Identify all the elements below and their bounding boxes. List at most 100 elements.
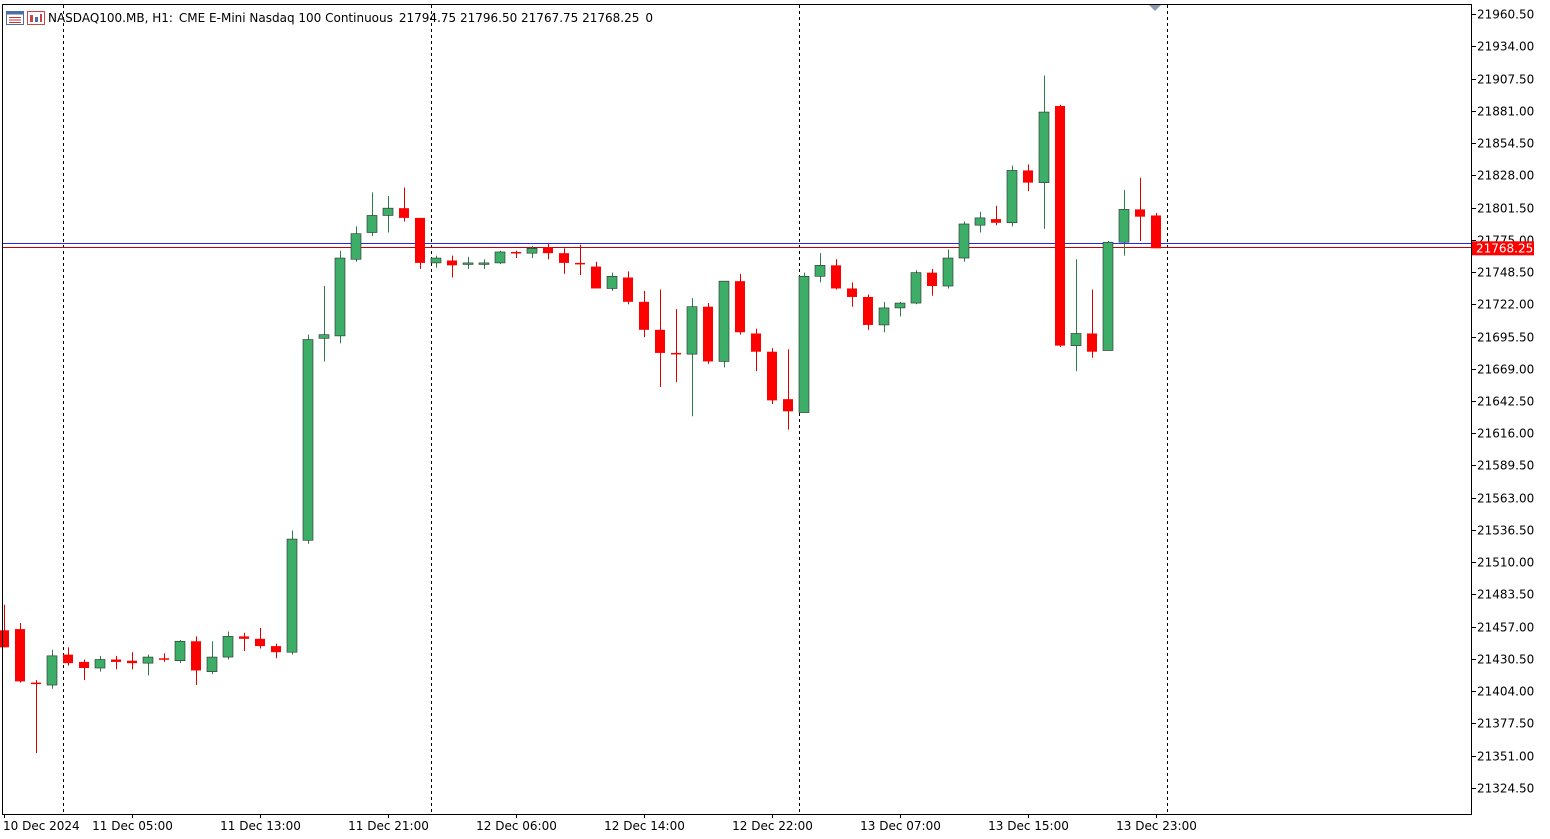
y-tick-label: 21457.00 bbox=[1477, 621, 1534, 635]
y-tick-label: 21430.50 bbox=[1477, 653, 1534, 667]
candle-body bbox=[46, 655, 58, 686]
candle-body bbox=[751, 333, 761, 352]
x-tick-label: 13 Dec 15:00 bbox=[988, 819, 1069, 833]
candle bbox=[206, 641, 218, 675]
candle-body bbox=[159, 658, 169, 660]
candle-body bbox=[239, 636, 249, 639]
candle-body bbox=[1023, 170, 1033, 183]
candle bbox=[910, 270, 922, 305]
candle-body bbox=[575, 262, 585, 265]
candle bbox=[239, 632, 249, 651]
candle bbox=[735, 273, 745, 335]
y-tick-label: 21907.50 bbox=[1477, 73, 1534, 87]
candle bbox=[718, 280, 730, 368]
candle bbox=[543, 243, 553, 260]
candle-body bbox=[798, 275, 810, 413]
x-tick-label: 12 Dec 06:00 bbox=[476, 819, 557, 833]
candle bbox=[415, 217, 425, 269]
candle-body bbox=[399, 208, 409, 218]
candle-body bbox=[271, 646, 281, 653]
candle bbox=[302, 334, 314, 544]
candle-body bbox=[526, 248, 538, 254]
candle bbox=[767, 348, 777, 405]
candle bbox=[974, 211, 986, 233]
candle bbox=[31, 680, 41, 754]
candle bbox=[783, 349, 793, 430]
candle bbox=[1087, 289, 1097, 358]
candle bbox=[222, 631, 234, 660]
candle bbox=[46, 649, 58, 689]
chart-window-icon[interactable] bbox=[27, 11, 45, 25]
candle-body bbox=[1151, 215, 1161, 249]
candle bbox=[15, 623, 25, 683]
indicator-list-icon[interactable] bbox=[6, 11, 24, 25]
candle bbox=[399, 187, 409, 222]
candle-body bbox=[31, 682, 41, 685]
current-price-label: 21768.25 bbox=[1476, 241, 1533, 255]
x-tick-label: 12 Dec 14:00 bbox=[604, 819, 685, 833]
candle-body bbox=[174, 640, 186, 662]
candle-body bbox=[623, 277, 633, 302]
candle-body bbox=[0, 630, 9, 648]
candle bbox=[447, 255, 457, 278]
candle-body bbox=[430, 257, 442, 264]
candle bbox=[703, 303, 713, 364]
candle-body bbox=[591, 266, 601, 289]
candle-body bbox=[1118, 209, 1130, 243]
candle bbox=[478, 259, 490, 269]
ohlc-values: 21794.75 21796.50 21767.75 21768.25 bbox=[398, 11, 640, 25]
candle bbox=[286, 530, 298, 655]
candle-body bbox=[111, 659, 121, 662]
candle-body bbox=[1135, 209, 1145, 217]
candle bbox=[751, 328, 761, 372]
candle-body bbox=[863, 296, 873, 325]
candle bbox=[671, 309, 681, 383]
x-tick-label: 11 Dec 21:00 bbox=[348, 819, 429, 833]
chart-header: NASDAQ100.MB, H1: CME E-Mini Nasdaq 100 … bbox=[6, 8, 659, 28]
candle-body bbox=[462, 262, 474, 265]
candle-body bbox=[783, 399, 793, 412]
candle-body bbox=[958, 223, 970, 259]
candle-body bbox=[910, 272, 922, 304]
candle bbox=[991, 205, 1001, 226]
candle bbox=[847, 282, 857, 307]
candle-body bbox=[559, 253, 569, 263]
y-tick-label: 21563.00 bbox=[1477, 492, 1534, 506]
candle-body bbox=[127, 660, 137, 664]
candle-body bbox=[366, 215, 378, 233]
candle bbox=[142, 654, 154, 676]
candle bbox=[1151, 213, 1161, 249]
candle bbox=[462, 256, 474, 269]
candle bbox=[686, 298, 698, 417]
candle bbox=[591, 261, 601, 289]
candle-body bbox=[334, 257, 346, 337]
candle bbox=[494, 250, 506, 265]
chart-shift-marker[interactable] bbox=[1149, 5, 1161, 11]
candle bbox=[575, 244, 585, 276]
candle-body bbox=[703, 306, 713, 362]
candle bbox=[958, 221, 970, 262]
candle-body bbox=[974, 217, 986, 226]
candle bbox=[639, 290, 649, 338]
candle-body bbox=[350, 233, 362, 260]
y-tick-label: 21669.00 bbox=[1477, 363, 1534, 377]
candle-body bbox=[639, 301, 649, 330]
candle-body bbox=[1038, 111, 1050, 183]
y-tick-label: 21881.00 bbox=[1477, 105, 1534, 119]
candle-body bbox=[847, 288, 857, 297]
candle-body bbox=[718, 280, 730, 362]
candle-body bbox=[543, 247, 553, 254]
candle-body bbox=[255, 638, 265, 647]
candle bbox=[606, 272, 618, 291]
y-tick-label: 21801.50 bbox=[1477, 202, 1534, 216]
candle bbox=[1102, 241, 1114, 351]
y-tick-label: 21616.00 bbox=[1477, 427, 1534, 441]
candle-body bbox=[767, 351, 777, 401]
candle-body bbox=[222, 636, 234, 658]
candle-body bbox=[942, 257, 954, 287]
candle bbox=[79, 659, 89, 681]
candle-body bbox=[991, 219, 1001, 223]
candle bbox=[894, 301, 906, 317]
